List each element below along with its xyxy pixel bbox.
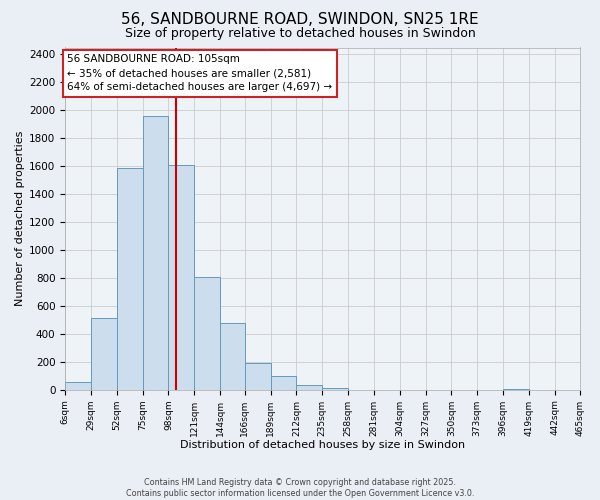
Bar xyxy=(117,168,143,390)
Bar xyxy=(503,389,529,390)
Bar xyxy=(271,376,296,390)
Text: Size of property relative to detached houses in Swindon: Size of property relative to detached ho… xyxy=(125,28,475,40)
Bar xyxy=(245,363,271,390)
Bar xyxy=(220,322,245,390)
Y-axis label: Number of detached properties: Number of detached properties xyxy=(15,131,25,306)
Bar xyxy=(143,116,169,390)
Bar xyxy=(296,385,322,390)
Bar xyxy=(194,278,220,390)
Text: 56, SANDBOURNE ROAD, SWINDON, SN25 1RE: 56, SANDBOURNE ROAD, SWINDON, SN25 1RE xyxy=(121,12,479,28)
Bar xyxy=(91,318,117,390)
Bar xyxy=(322,388,348,390)
Text: Contains HM Land Registry data © Crown copyright and database right 2025.
Contai: Contains HM Land Registry data © Crown c… xyxy=(126,478,474,498)
Bar xyxy=(169,165,194,390)
Bar xyxy=(65,382,91,390)
X-axis label: Distribution of detached houses by size in Swindon: Distribution of detached houses by size … xyxy=(180,440,466,450)
Text: 56 SANDBOURNE ROAD: 105sqm
← 35% of detached houses are smaller (2,581)
64% of s: 56 SANDBOURNE ROAD: 105sqm ← 35% of deta… xyxy=(67,54,332,92)
